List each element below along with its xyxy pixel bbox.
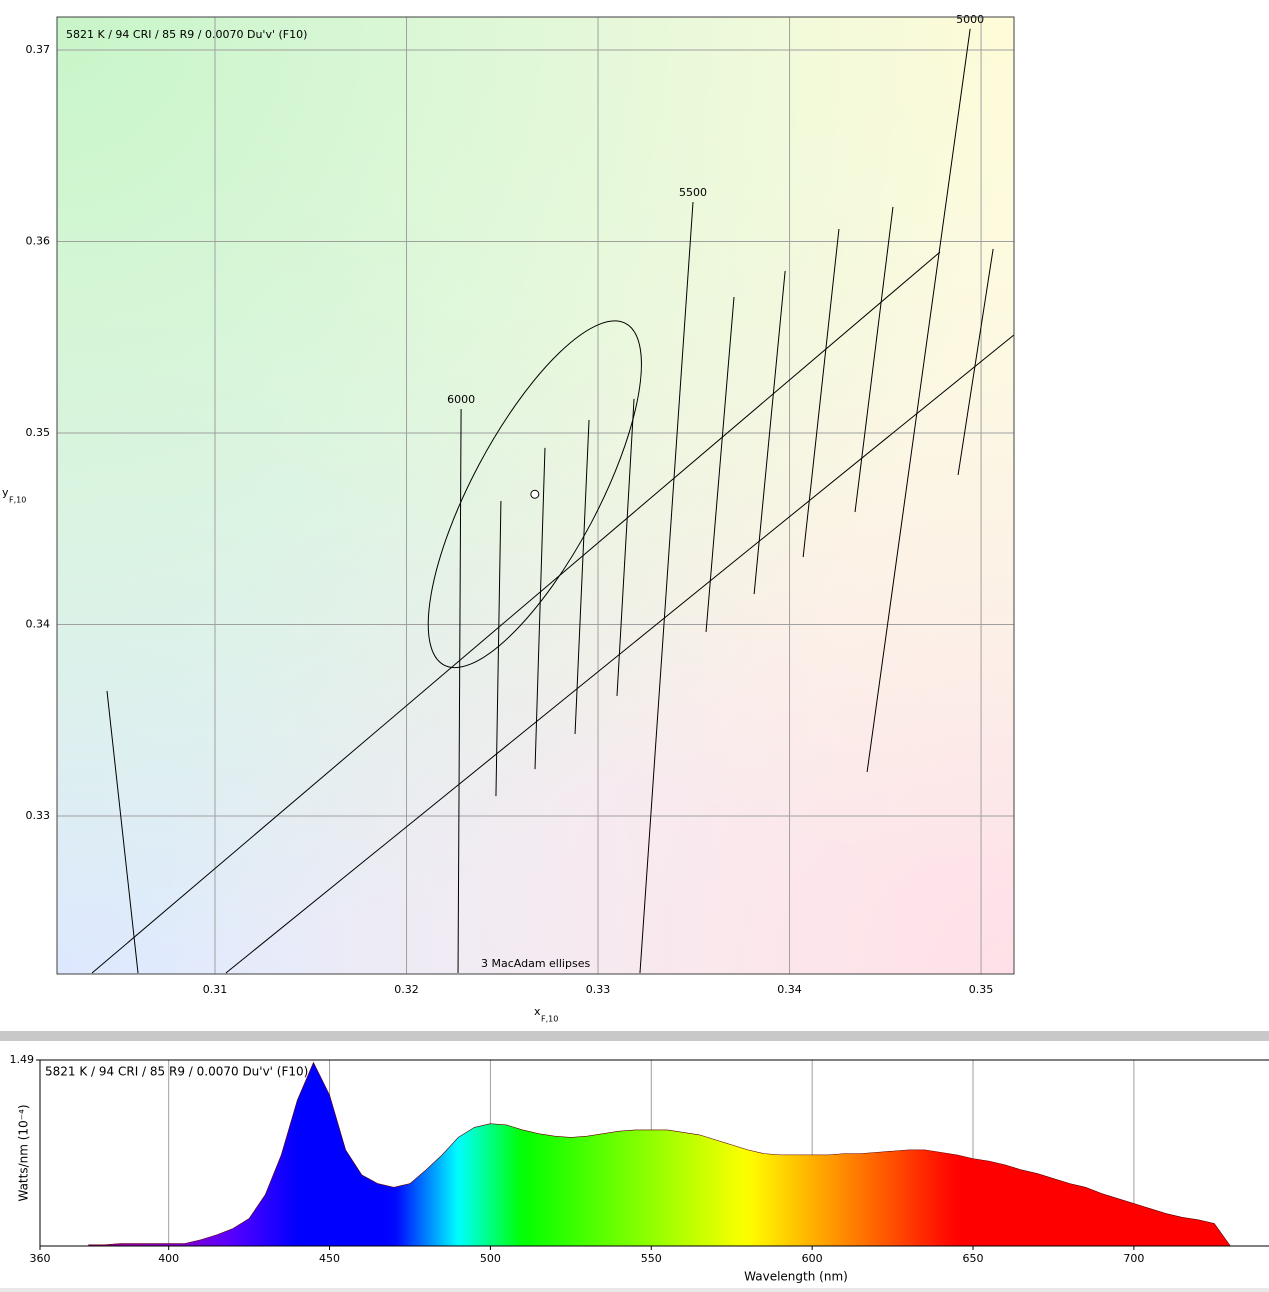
isotherm	[866, 28, 971, 773]
y-tick-label: 0.35	[26, 426, 51, 439]
x-tick-label: 650	[963, 1252, 984, 1265]
isotherm	[495, 500, 502, 797]
x-tick-label: 0.34	[777, 983, 802, 996]
test-point	[530, 489, 540, 499]
x-tick-label: 500	[480, 1252, 501, 1265]
y-axis-label: y	[2, 486, 9, 499]
spectrum-line	[88, 1061, 1231, 1247]
splitter	[0, 1031, 1269, 1041]
x-tick-label: 360	[30, 1252, 51, 1265]
macadam-ellipse	[427, 320, 642, 669]
isotherm	[854, 206, 894, 513]
plot-lines	[91, 28, 1014, 974]
x-tick-label: 400	[158, 1252, 179, 1265]
x-tick-label: 600	[802, 1252, 823, 1265]
isotherm-label: 5000	[956, 13, 984, 26]
isotherm	[802, 228, 840, 558]
x-tick-label: 0.31	[203, 983, 228, 996]
ellipse-label: 3 MacAdam ellipses	[481, 957, 590, 970]
x-axis-label: Wavelength (nm)	[744, 1270, 848, 1284]
y-tick-label: 0.33	[26, 809, 51, 822]
x-tick-label: 0.35	[969, 983, 994, 996]
annotation: 5821 K / 94 CRI / 85 R9 / 0.0070 Du'v' (…	[66, 28, 307, 41]
x-axis-label: x	[534, 1005, 541, 1018]
y-axis-label: Watts/nm (10⁻⁴)	[17, 1104, 31, 1201]
spectrum-area	[88, 1062, 1231, 1246]
x-tick-label: 0.33	[586, 983, 611, 996]
isotherm	[639, 201, 694, 974]
status-strip	[0, 1288, 1269, 1292]
isotherm	[534, 447, 546, 770]
isotherm-label: 5500	[679, 186, 707, 199]
isotherm-label: 6000	[447, 393, 475, 406]
duv-line	[91, 251, 941, 974]
x-tick-label: 0.32	[394, 983, 419, 996]
plot-frame	[56, 16, 1015, 975]
isotherm	[957, 248, 994, 475]
x-tick-label: 550	[641, 1252, 662, 1265]
x-axis-label-sub: F,10	[541, 1015, 558, 1024]
x-tick-label: 700	[1123, 1252, 1144, 1265]
annotation: 5821 K / 94 CRI / 85 R9 / 0.0070 Du'v' (…	[45, 1065, 308, 1079]
isotherm	[705, 296, 735, 632]
y-tick-label: 0.36	[26, 234, 51, 247]
isotherm	[753, 270, 786, 595]
x-tick-label: 450	[319, 1252, 340, 1265]
y-axis-label-sub: F,10	[9, 496, 26, 505]
chromaticity-chart: 0.31 0.32 0.33 0.34 0.35 0.33 0.34 0.35 0.36 0.37…	[2, 13, 1015, 1024]
spectrum-chart: 360 400 450 500 550 600 650 700 1.49 5821 K / 94 …	[10, 1053, 1269, 1284]
y-tick-label: 0.34	[26, 617, 51, 630]
isotherm	[574, 419, 590, 735]
y-tick-label: 0.37	[26, 43, 51, 56]
y-tick-label: 1.49	[10, 1053, 35, 1066]
isotherm	[106, 690, 139, 974]
isotherm	[616, 398, 635, 696]
duv-line	[225, 334, 1014, 974]
